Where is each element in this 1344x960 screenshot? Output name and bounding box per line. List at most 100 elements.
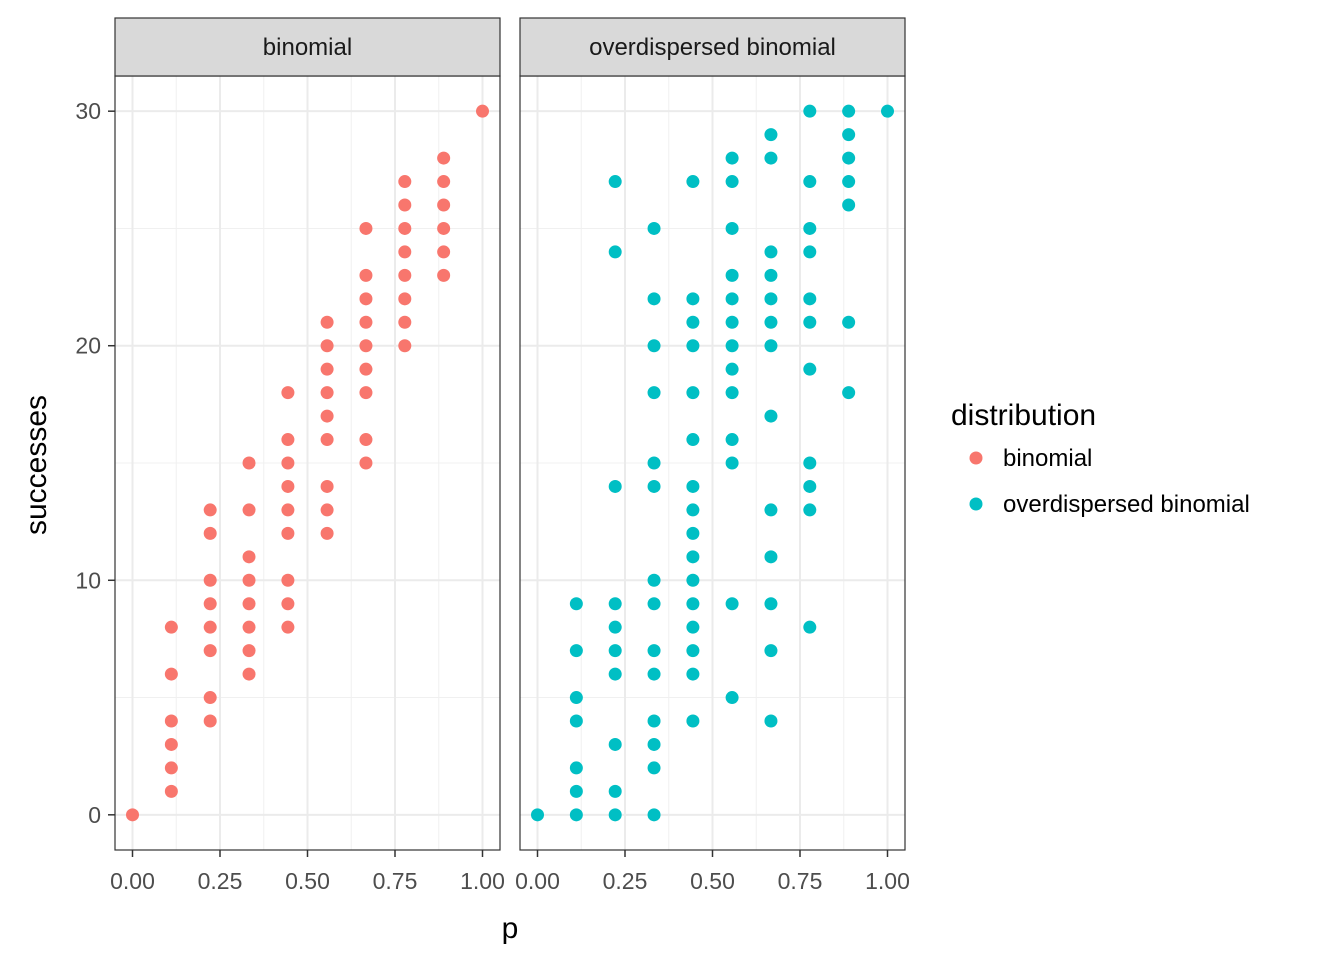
data-point [242, 620, 256, 634]
data-point [164, 714, 178, 728]
data-point [203, 644, 217, 658]
data-point [647, 737, 661, 751]
data-point [764, 503, 778, 517]
data-point [608, 597, 622, 611]
data-point [569, 808, 583, 822]
data-point [398, 175, 412, 189]
data-point [437, 151, 451, 165]
data-point [203, 691, 217, 705]
data-point [398, 198, 412, 212]
x-tick-label: 1.00 [865, 868, 910, 894]
data-point [320, 479, 334, 493]
data-point [647, 386, 661, 400]
data-point [437, 175, 451, 189]
data-point [531, 808, 544, 822]
data-point [686, 526, 700, 540]
data-point [686, 433, 700, 447]
data-point [569, 761, 583, 775]
data-point [647, 456, 661, 470]
data-point [764, 644, 778, 658]
data-point [320, 526, 334, 540]
data-point [203, 620, 217, 634]
y-tick-label: 20 [75, 333, 101, 359]
facet-strip-label: binomial [263, 34, 352, 61]
data-point [569, 597, 583, 611]
data-point [281, 456, 295, 470]
data-point [242, 644, 256, 658]
data-point [803, 620, 817, 634]
data-point [647, 292, 661, 306]
data-point [126, 808, 139, 822]
data-point [725, 268, 739, 282]
facet-strip [114, 17, 501, 77]
y-tick-label: 0 [88, 802, 101, 828]
legend: distribution binomial overdispersed binom… [951, 399, 1250, 518]
data-point [320, 315, 334, 329]
data-point [647, 667, 661, 681]
legend-entry-label: overdispersed binomial [1003, 491, 1250, 518]
data-point [686, 667, 700, 681]
legend-title: distribution [951, 399, 1096, 432]
data-point [359, 292, 373, 306]
data-point [725, 339, 739, 353]
data-point [281, 526, 295, 540]
data-point [725, 691, 739, 705]
data-point [608, 245, 622, 259]
data-point [242, 503, 256, 517]
data-point [725, 386, 739, 400]
data-point [242, 573, 256, 587]
data-point [647, 479, 661, 493]
data-point [320, 362, 334, 376]
data-point [764, 151, 778, 165]
data-point [242, 456, 256, 470]
data-point [764, 409, 778, 423]
data-point [320, 386, 334, 400]
data-point [398, 221, 412, 235]
data-point [725, 315, 739, 329]
data-point [842, 386, 856, 400]
data-point [725, 221, 739, 235]
data-point [647, 644, 661, 658]
data-point [203, 597, 217, 611]
data-point [242, 667, 256, 681]
y-axis-title: successes [20, 395, 53, 535]
data-point [203, 526, 217, 540]
data-point [725, 292, 739, 306]
data-point [686, 386, 700, 400]
y-axis: 0 10 20 30 [75, 98, 115, 828]
data-point [437, 268, 451, 282]
x-tick-label: 0.50 [285, 868, 330, 894]
x-tick-label: 0.25 [198, 868, 243, 894]
data-point [164, 784, 178, 798]
data-point [842, 151, 856, 165]
data-point [281, 573, 295, 587]
data-point [764, 550, 778, 564]
data-point [203, 503, 217, 517]
data-point [398, 339, 412, 353]
data-point [281, 433, 295, 447]
data-point [398, 268, 412, 282]
data-point [686, 175, 700, 189]
data-point [803, 221, 817, 235]
data-point [803, 503, 817, 517]
y-tick-label: 30 [75, 98, 101, 124]
data-point [686, 550, 700, 564]
data-point [686, 573, 700, 587]
data-point [725, 456, 739, 470]
data-point [281, 597, 295, 611]
data-point [608, 667, 622, 681]
data-point [203, 714, 217, 728]
x-tick-label: 1.00 [460, 868, 505, 894]
data-point [803, 292, 817, 306]
data-point [647, 339, 661, 353]
data-point [764, 315, 778, 329]
data-point [164, 761, 178, 775]
data-point [764, 245, 778, 259]
data-point [842, 198, 856, 212]
data-point [803, 104, 817, 118]
data-point [281, 479, 295, 493]
data-point [842, 175, 856, 189]
legend-key [969, 497, 983, 511]
data-point [608, 175, 622, 189]
